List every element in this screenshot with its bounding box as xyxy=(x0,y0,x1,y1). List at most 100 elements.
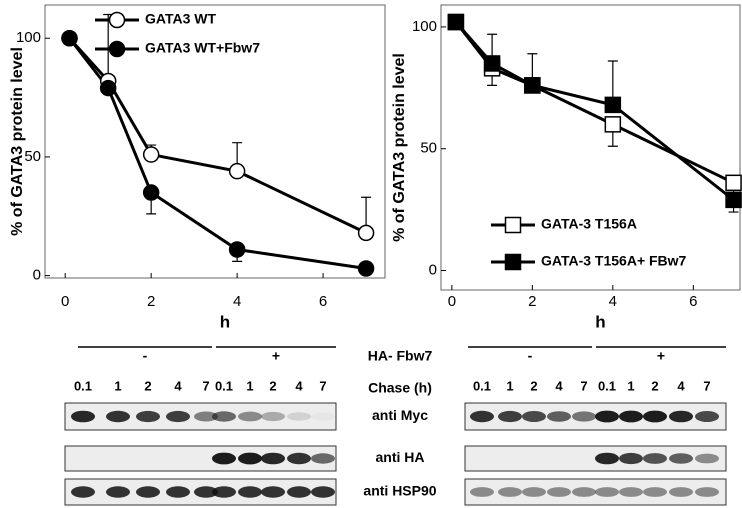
blot-band xyxy=(238,411,262,422)
series-line xyxy=(68,37,367,270)
lane-label: 0.1 xyxy=(473,378,491,393)
blot-band xyxy=(106,410,130,423)
lane-label: 7 xyxy=(202,378,209,393)
blot-band xyxy=(194,411,218,422)
marker xyxy=(447,13,465,31)
lane-label: 1 xyxy=(627,378,634,393)
blot-band xyxy=(261,486,285,498)
blot-band xyxy=(287,486,311,498)
legend-label: GATA3 WT xyxy=(145,11,216,27)
legend-marker xyxy=(504,253,522,271)
x-tick-label: 6 xyxy=(319,293,327,310)
lane-label: 2 xyxy=(530,378,537,393)
blot-band xyxy=(470,487,494,497)
lane-label: 7 xyxy=(580,378,587,393)
blot-band xyxy=(238,486,262,498)
blot-band xyxy=(547,487,571,497)
x-tick-label: 0 xyxy=(61,293,69,310)
group-label: + xyxy=(657,348,665,364)
plot-frame xyxy=(44,4,386,279)
blot-band xyxy=(572,487,596,497)
blot-band xyxy=(572,411,596,422)
marker xyxy=(228,162,246,180)
y-tick-label: 50 xyxy=(24,148,41,165)
blot-band xyxy=(643,410,667,423)
blot-band xyxy=(311,453,335,464)
y-tick-label: 100 xyxy=(16,29,41,46)
marker xyxy=(524,77,541,94)
lane-label: 2 xyxy=(269,378,276,393)
blot-band xyxy=(261,411,285,422)
lane-label: 1 xyxy=(246,378,253,393)
y-tick-label: 100 xyxy=(412,18,437,35)
blot-band xyxy=(470,410,494,423)
lane-label: 0.1 xyxy=(598,378,616,393)
lane-label: 1 xyxy=(506,378,513,393)
blot-band xyxy=(522,411,546,422)
lane-label: 4 xyxy=(295,378,303,393)
blot-band xyxy=(136,486,160,498)
blot-band xyxy=(595,410,619,423)
blot-band xyxy=(547,411,571,422)
y-tick-label: 0 xyxy=(429,261,437,278)
blot-band xyxy=(311,412,335,420)
legend-marker xyxy=(504,216,522,234)
blot-band xyxy=(522,487,546,497)
x-tick-label: 2 xyxy=(528,293,536,310)
x-axis-label: h xyxy=(220,312,230,331)
blot-band xyxy=(194,486,218,498)
blot-band xyxy=(136,410,160,423)
y-axis-label: % of GATA3 protein level xyxy=(391,53,408,242)
lane-label: 7 xyxy=(319,378,326,393)
blot-band xyxy=(166,486,190,498)
blot-band xyxy=(311,486,335,498)
x-tick-label: 6 xyxy=(689,293,697,310)
lane-label: 0.1 xyxy=(74,378,92,393)
series-line xyxy=(68,37,367,235)
marker xyxy=(604,116,622,133)
series-line xyxy=(454,21,735,185)
blot-band xyxy=(287,412,311,421)
lane-label: 1 xyxy=(114,378,121,393)
lane-label: 4 xyxy=(174,378,182,393)
treatment-label: HA- Fbw7 xyxy=(368,348,433,364)
blot-band xyxy=(212,452,236,465)
legend-label: GATA-3 T156A+ FBw7 xyxy=(541,253,687,269)
blot-band xyxy=(643,487,667,497)
plot-frame xyxy=(440,4,741,291)
y-tick-label: 50 xyxy=(420,140,437,157)
blot-band xyxy=(498,410,522,423)
x-axis-label: h xyxy=(595,312,605,331)
blot-band xyxy=(166,410,190,423)
marker xyxy=(99,79,117,97)
marker xyxy=(61,29,78,47)
blot-band xyxy=(643,453,667,464)
series-line xyxy=(454,21,735,202)
lane-label: 7 xyxy=(703,378,710,393)
marker xyxy=(228,241,246,258)
legend-label: GATA3 WT+Fbw7 xyxy=(145,40,260,56)
blot-band xyxy=(619,487,643,497)
marker xyxy=(483,55,501,72)
blot-band xyxy=(106,486,130,498)
lane-label: 0.1 xyxy=(215,378,233,393)
blot-band xyxy=(619,410,643,423)
legend-marker xyxy=(108,40,126,58)
blot-band xyxy=(212,411,236,422)
marker xyxy=(142,184,160,201)
legend-marker xyxy=(108,11,126,29)
chase-label: Chase (h) xyxy=(368,380,432,396)
blot-band xyxy=(669,487,693,497)
blot-band xyxy=(498,487,522,497)
blot-band xyxy=(238,452,262,465)
blot-band xyxy=(71,486,95,498)
blot-band xyxy=(595,452,619,465)
blot-band xyxy=(695,487,719,497)
x-tick-label: 2 xyxy=(147,293,155,310)
blot-band xyxy=(669,410,693,423)
marker xyxy=(725,191,742,209)
marker xyxy=(142,146,160,163)
blot-band xyxy=(695,411,719,422)
